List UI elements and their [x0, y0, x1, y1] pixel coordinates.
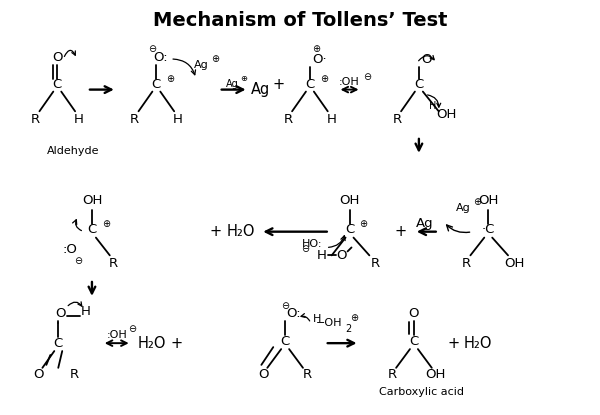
Text: ⊕: ⊕ [473, 197, 481, 207]
Text: ⊖: ⊖ [301, 244, 309, 254]
Text: 2: 2 [346, 325, 352, 334]
Text: Ag: Ag [226, 79, 239, 89]
Text: O:: O: [286, 307, 301, 320]
Text: ⊖: ⊖ [148, 44, 157, 54]
Text: ⊖: ⊖ [74, 256, 82, 266]
Text: OH: OH [504, 257, 524, 270]
Text: ⊕: ⊕ [211, 54, 219, 64]
Text: O: O [55, 307, 65, 320]
Text: OH: OH [436, 108, 457, 121]
Text: OH: OH [340, 194, 360, 207]
Text: :OH: :OH [339, 77, 360, 87]
Text: HO:: HO: [302, 239, 322, 249]
Text: +: + [210, 224, 222, 239]
Text: H: H [173, 113, 183, 126]
Text: ·C: ·C [482, 223, 495, 236]
Text: ⊕: ⊕ [102, 219, 110, 229]
Text: ⊖: ⊖ [281, 301, 289, 311]
Text: Aldehyde: Aldehyde [47, 146, 100, 156]
Text: Ag: Ag [456, 203, 471, 213]
Text: C: C [152, 78, 161, 91]
Text: H: H [81, 305, 91, 318]
Text: C: C [345, 223, 354, 236]
Text: Ag: Ag [416, 217, 434, 230]
Text: H: H [74, 113, 84, 126]
Text: −OH: −OH [316, 318, 342, 328]
Text: C: C [305, 78, 314, 91]
Text: H₂O: H₂O [464, 336, 493, 351]
Text: ⊕: ⊕ [350, 312, 359, 322]
Text: C: C [53, 337, 63, 350]
Text: +: + [395, 224, 407, 239]
Text: Mechanism of Tollens’ Test: Mechanism of Tollens’ Test [153, 11, 447, 30]
Text: R: R [388, 368, 397, 381]
Text: C: C [53, 78, 62, 91]
Text: O: O [258, 368, 269, 381]
Text: ⊕: ⊕ [359, 219, 367, 229]
Text: +: + [272, 77, 284, 92]
Text: R: R [70, 368, 79, 381]
Text: OH: OH [478, 194, 499, 207]
Text: C: C [409, 334, 419, 348]
Text: R: R [284, 113, 293, 126]
Text: ⊖: ⊖ [128, 325, 137, 334]
Text: ⊕: ⊕ [312, 44, 320, 54]
Text: :O: :O [63, 243, 77, 256]
Text: C: C [414, 78, 424, 91]
Text: ⊕: ⊕ [166, 74, 174, 84]
Text: C: C [281, 334, 290, 348]
Text: Carboxylic acid: Carboxylic acid [379, 388, 464, 398]
Text: ⊕: ⊕ [240, 74, 247, 83]
Text: +: + [170, 336, 182, 351]
Text: ⊖: ⊖ [364, 72, 371, 82]
Text: R: R [109, 257, 118, 270]
Text: O·: O· [313, 53, 327, 66]
Text: Ag: Ag [251, 82, 270, 97]
Text: Ag: Ag [194, 60, 208, 70]
Text: H₂O: H₂O [226, 224, 255, 239]
Text: O:: O: [153, 51, 167, 63]
Text: R: R [371, 257, 380, 270]
Text: O: O [409, 307, 419, 320]
Text: C: C [88, 223, 97, 236]
Text: H₂O: H₂O [137, 336, 166, 351]
Text: ⊕: ⊕ [320, 74, 328, 84]
Text: O: O [33, 368, 44, 381]
Text: OH: OH [425, 368, 446, 381]
Text: R: R [462, 257, 471, 270]
Text: OH: OH [82, 194, 102, 207]
Text: O·: O· [421, 53, 436, 66]
Text: H: H [429, 101, 436, 111]
Text: R: R [31, 113, 40, 126]
Text: +: + [448, 336, 460, 351]
Text: H: H [313, 315, 321, 325]
Text: O: O [337, 249, 347, 262]
Text: H: H [317, 249, 327, 262]
Text: :OH: :OH [106, 330, 127, 340]
Text: R: R [130, 113, 139, 126]
Text: R: R [302, 368, 311, 381]
Text: O: O [52, 51, 62, 63]
Text: R: R [392, 113, 401, 126]
Text: H: H [327, 113, 337, 126]
